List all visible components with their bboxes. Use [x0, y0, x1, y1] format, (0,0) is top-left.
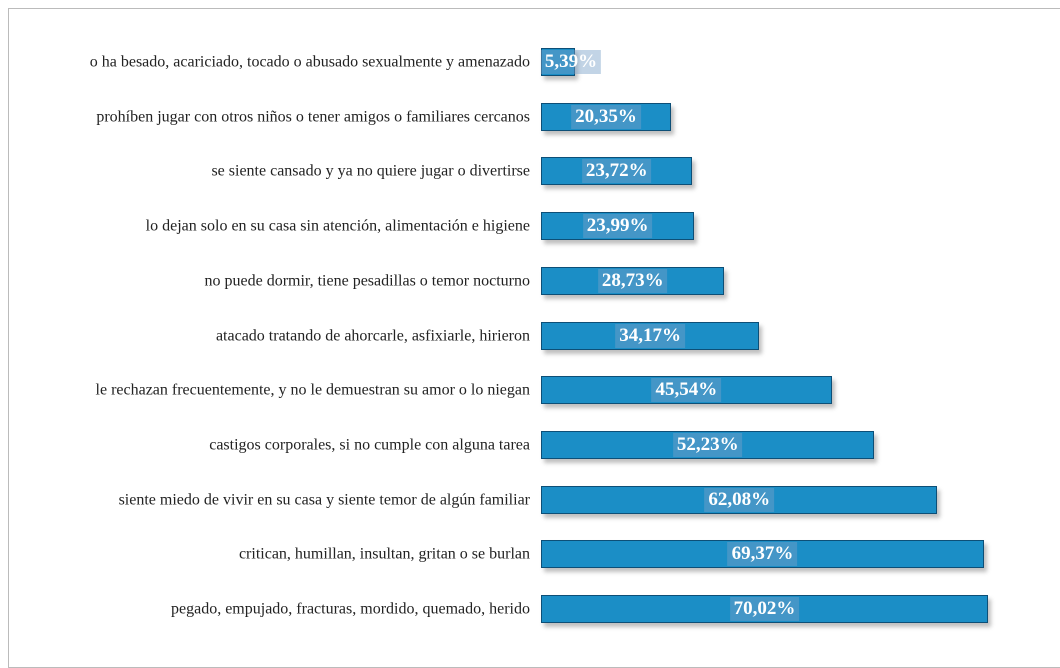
bar	[541, 540, 984, 569]
category-label: atacado tratando de ahorcarle, asfixiarl…	[215, 327, 530, 344]
bar	[541, 48, 576, 76]
bar	[541, 321, 760, 350]
value-label: 5,39%	[540, 50, 602, 74]
category-label: no puede dormir, tiene pesadillas o temo…	[204, 272, 531, 290]
value-label: 69,37%	[727, 542, 798, 567]
bar	[541, 595, 989, 623]
value-label: 34,17%	[615, 323, 685, 348]
bar	[541, 266, 725, 295]
value-label: 52,23%	[672, 432, 743, 457]
bar	[541, 212, 695, 241]
category-label: o ha besado, acariciado, tocado o abusad…	[89, 53, 530, 71]
category-label: se siente cansado y ya no quiere jugar o…	[211, 162, 530, 180]
category-label: critican, humillan, insultan, gritan o s…	[238, 545, 530, 563]
category-label: le rechazan frecuentemente, y no le demu…	[95, 381, 530, 399]
category-label: prohíben jugar con otros niños o tener a…	[96, 108, 530, 126]
value-label: 70,02%	[729, 597, 800, 621]
category-label: lo dejan solo en su casa sin atención, a…	[145, 217, 530, 235]
value-label: 45,54%	[651, 378, 722, 403]
category-label: pegado, empujado, fracturas, mordido, qu…	[171, 600, 530, 618]
category-label: siente miedo de vivir en su casa y sient…	[118, 491, 530, 509]
bar	[541, 430, 875, 459]
value-label: 20,35%	[571, 104, 641, 129]
bar	[541, 485, 938, 514]
value-label: 62,08%	[704, 487, 775, 512]
value-label: 28,73%	[597, 268, 668, 293]
value-label: 23,72%	[581, 159, 652, 184]
category-label: castigos corporales, si no cumple con al…	[209, 436, 530, 454]
bar	[541, 157, 693, 186]
bar	[541, 102, 671, 131]
bar	[541, 376, 832, 405]
value-label: 23,99%	[582, 214, 653, 239]
